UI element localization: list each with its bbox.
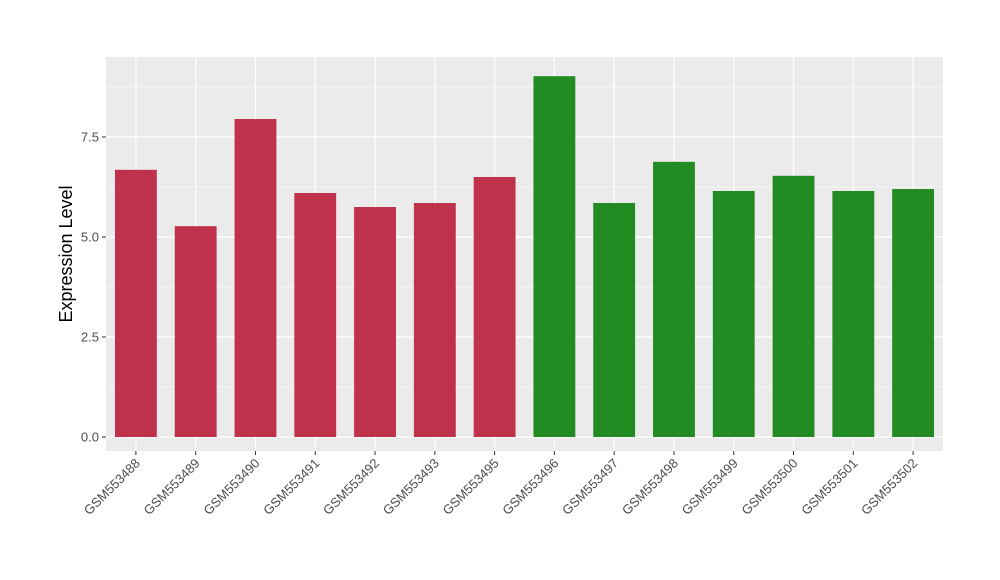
x-tick-label: GSM553500 <box>738 456 800 518</box>
x-tick-label: GSM553496 <box>499 456 561 518</box>
x-tick-label: GSM553490 <box>200 456 262 518</box>
y-tick-label: 0.0 <box>81 430 99 445</box>
bar-GSM553488 <box>114 169 157 438</box>
bar-GSM553495 <box>473 177 516 437</box>
x-axis: GSM553488GSM553489GSM553490GSM553491GSM5… <box>81 451 920 518</box>
x-tick-label: GSM553501 <box>798 456 860 518</box>
x-tick-label: GSM553493 <box>380 456 442 518</box>
x-tick-label: GSM553502 <box>858 456 920 518</box>
bar-GSM553502 <box>892 189 935 437</box>
bars-group <box>114 76 935 438</box>
x-tick-label: GSM553499 <box>679 456 741 518</box>
bar-GSM553497 <box>593 203 636 437</box>
bar-GSM553499 <box>712 191 755 437</box>
bar-GSM553490 <box>234 119 277 437</box>
y-tick-label: 2.5 <box>81 330 99 345</box>
x-tick-label: GSM553488 <box>81 456 143 518</box>
y-axis-title: Expression Level <box>56 185 76 322</box>
bar-GSM553491 <box>294 193 337 437</box>
bar-GSM553501 <box>832 191 875 437</box>
x-tick-label: GSM553491 <box>260 456 322 518</box>
y-tick-label: 5.0 <box>81 230 99 245</box>
plot-panel <box>106 57 943 451</box>
x-tick-label: GSM553498 <box>619 456 681 518</box>
x-tick-label: GSM553489 <box>141 456 203 518</box>
bar-GSM553493 <box>413 203 456 437</box>
x-tick-label: GSM553492 <box>320 456 382 518</box>
bar-GSM553498 <box>653 161 695 438</box>
x-tick-label: GSM553497 <box>559 456 621 518</box>
bar-GSM553492 <box>354 207 396 437</box>
y-axis: 0.0 2.5 5.0 7.5 <box>81 130 106 445</box>
x-tick-label: GSM553495 <box>440 456 502 518</box>
bar-GSM553489 <box>174 226 217 437</box>
bar-GSM553500 <box>772 175 815 438</box>
bar-GSM553496 <box>533 76 576 437</box>
y-tick-label: 7.5 <box>81 130 99 145</box>
